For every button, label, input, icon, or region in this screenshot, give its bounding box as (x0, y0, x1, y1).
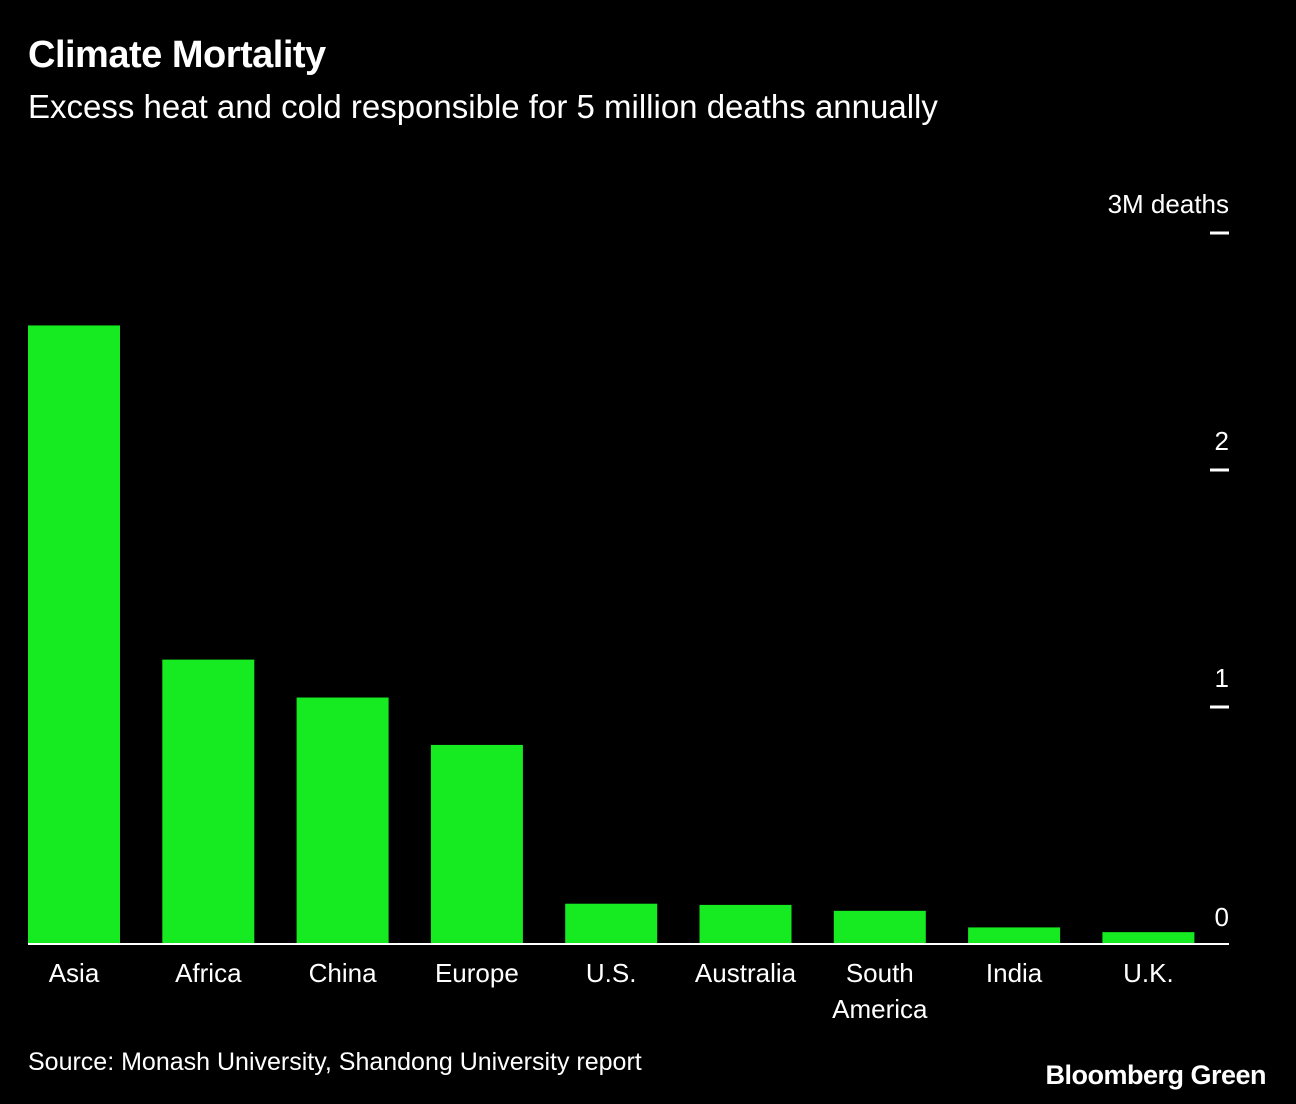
bloomberg-green-logo: Bloomberg Green (1045, 1060, 1266, 1090)
y-tick-label: 3M deaths (1108, 189, 1229, 219)
category-label: South America (832, 958, 928, 1024)
y-tick-label: 2 (1215, 426, 1229, 456)
category-label: China (309, 958, 377, 988)
bar-u-s- (565, 903, 658, 944)
bar-asia (28, 325, 120, 944)
bar-india (968, 927, 1061, 944)
category-label: U.S. (586, 958, 637, 988)
chart-subtitle: Excess heat and cold responsible for 5 m… (28, 88, 938, 125)
y-tick-label: 1 (1215, 663, 1229, 693)
category-label: Australia (695, 958, 797, 988)
bar-australia (699, 904, 792, 944)
y-tick-label: 0 (1215, 902, 1229, 932)
category-label: Asia (49, 958, 100, 988)
bar-africa (162, 659, 255, 944)
category-label: India (986, 958, 1043, 988)
bar-south-america (833, 910, 926, 944)
category-label: U.K. (1123, 958, 1174, 988)
bar-europe (430, 744, 523, 944)
bar-u-k- (1102, 932, 1195, 944)
bar-china (296, 697, 389, 944)
source-note: Source: Monash University, Shandong Univ… (28, 1048, 642, 1076)
category-label: Europe (435, 958, 519, 988)
chart-title: Climate Mortality (28, 34, 326, 76)
category-label: Africa (175, 958, 242, 988)
